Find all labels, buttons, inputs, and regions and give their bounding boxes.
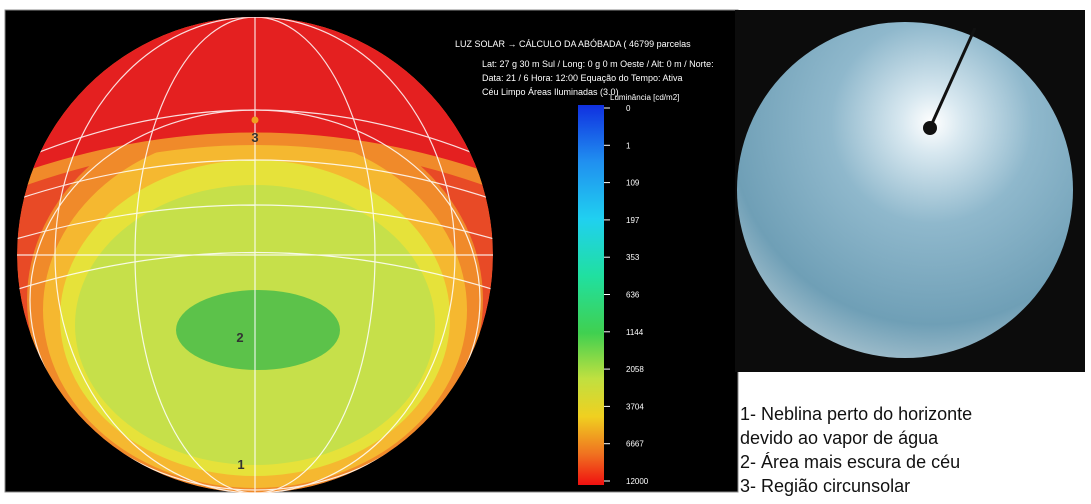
legend-label: 636 xyxy=(626,291,640,300)
header-line: Data: 21 / 6 Hora: 12:00 Equação do Temp… xyxy=(482,73,682,83)
legend-label: 6667 xyxy=(626,440,644,449)
legend-label: 1144 xyxy=(626,328,644,337)
region-label: 3 xyxy=(251,130,258,145)
note: 2- Área mais escura de céu xyxy=(740,452,960,472)
legend-label: 1 xyxy=(626,141,631,150)
legend-label: 0 xyxy=(626,104,631,113)
color-scale xyxy=(578,105,604,485)
sky-photo xyxy=(737,22,1073,358)
legend-label: 2058 xyxy=(626,365,644,374)
legend-label: 109 xyxy=(626,179,640,188)
header-line: Lat: 27 g 30 m Sul / Long: 0 g 0 m Oeste… xyxy=(482,59,714,69)
header-line: LUZ SOLAR → CÁLCULO DA ABÓBADA ( 46799 p… xyxy=(455,39,691,49)
shade-disc xyxy=(923,121,937,135)
legend-label: 197 xyxy=(626,216,640,225)
figure: 3 2 1 LUZ SOLAR → CÁLCULO DA ABÓBADA ( 4… xyxy=(0,0,1091,504)
note: devido ao vapor de água xyxy=(740,428,939,448)
note: 3- Região circunsolar xyxy=(740,476,910,496)
region-label: 2 xyxy=(236,330,243,345)
legend-title: Luminância [cd/m2] xyxy=(610,93,679,102)
header-line: Céu Limpo Áreas Iluminadas (3.0) xyxy=(482,87,619,97)
sun-marker xyxy=(252,117,259,124)
legend-label: 3704 xyxy=(626,402,644,411)
legend-label: 353 xyxy=(626,253,640,262)
note: 1- Neblina perto do horizonte xyxy=(740,404,972,424)
legend-label: 12000 xyxy=(626,477,649,486)
region-label: 1 xyxy=(237,457,244,472)
